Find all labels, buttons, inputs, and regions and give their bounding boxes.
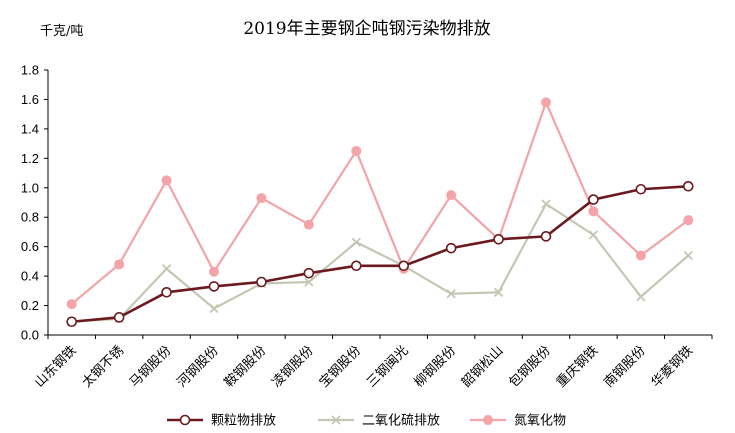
x-tick-label: 韶钢松山: [458, 343, 506, 391]
data-point: [256, 193, 267, 204]
legend-item-0: 颗粒物排放: [167, 414, 276, 429]
data-point: [588, 194, 599, 205]
legend-label: 氮氧化物: [514, 414, 566, 429]
legend-marker: [331, 415, 341, 425]
x-tick-label: 太钢不锈: [80, 343, 127, 390]
x-marker-stroke: [161, 264, 172, 274]
series-2: [66, 97, 694, 310]
y-tick-label: 0.6: [21, 239, 39, 254]
x-tick-label: 宝钢股份: [317, 343, 364, 390]
y-tick-label: 1.2: [21, 151, 39, 166]
data-point: [303, 219, 314, 230]
x-marker-stroke: [683, 250, 693, 261]
y-tick-label: 1.4: [21, 121, 39, 136]
data-point: [540, 231, 552, 242]
x-tick-label: 华菱钢铁: [649, 343, 696, 390]
data-point: [351, 237, 361, 247]
y-tick-label: 0.0: [21, 328, 39, 343]
legend-item-1: 二氧化硫排放: [318, 414, 440, 429]
x-marker-stroke: [541, 199, 551, 209]
data-point: [683, 215, 694, 226]
data-point: [493, 287, 504, 297]
data-point: [304, 277, 314, 287]
x-tick-label: 柳钢股份: [412, 343, 459, 390]
x-axis-ticks: 山东钢铁 太钢不锈 马钢股份 河钢股份 鞍钢股份 凌钢股份 宝钢股份 三钢闽光 柳钢股份 韶钢松山…: [32, 335, 713, 391]
legend-marker: [483, 415, 493, 425]
legend: 颗粒物排放 二氧化硫排放 氮氧化物: [167, 414, 566, 429]
data-point: [350, 260, 362, 272]
data-point: [351, 145, 362, 156]
data-point: [209, 303, 219, 314]
legend-marker: [179, 414, 191, 426]
data-point: [114, 259, 125, 270]
x-tick-label: 重庆钢铁: [553, 343, 601, 391]
axes: [47, 70, 712, 336]
y-axis-ticks: 0.0 0.2 0.4 0.6 0.8 1.0 1.2 1.4 1.6 1.8: [21, 63, 48, 343]
y-axis-unit: 千克/吨: [40, 24, 83, 39]
data-point: [446, 289, 456, 299]
data-point: [446, 190, 457, 201]
y-tick-label: 0.8: [21, 210, 39, 225]
x-tick-label: 南钢股份: [601, 343, 649, 391]
series-0: [66, 181, 694, 328]
data-point: [635, 250, 646, 261]
x-tick-label: 鞍钢股份: [221, 343, 269, 391]
x-tick-label: 包钢股份: [506, 343, 553, 390]
x-marker-stroke: [351, 237, 361, 247]
y-tick-label: 0.4: [21, 269, 39, 284]
data-point: [66, 316, 78, 328]
data-point: [541, 97, 551, 108]
data-point: [256, 276, 267, 288]
legend-label: 二氧化硫排放: [362, 414, 440, 429]
x-marker-stroke: [446, 289, 456, 299]
x-tick-label: 凌钢股份: [269, 343, 316, 390]
x-marker-stroke: [331, 415, 341, 425]
data-point: [541, 199, 551, 209]
legend-item-2: 氮氧化物: [470, 414, 566, 429]
series-layer: [66, 97, 694, 328]
data-point: [493, 234, 504, 245]
y-tick-label: 1.6: [21, 92, 39, 107]
x-tick-label: 马钢股份: [127, 343, 174, 390]
x-tick-label: 三钢闽光: [364, 343, 411, 390]
x-marker-stroke: [209, 303, 219, 314]
x-tick-label: 河钢股份: [174, 343, 221, 390]
data-point: [161, 287, 172, 298]
x-tick-label: 山东钢铁: [32, 343, 79, 390]
data-point: [445, 242, 457, 254]
data-point: [682, 181, 694, 192]
x-marker-stroke: [304, 277, 314, 287]
x-marker-stroke: [588, 230, 599, 240]
data-point: [683, 250, 693, 261]
series-line: [71, 202, 690, 323]
data-point: [208, 281, 220, 292]
series-line: [71, 185, 689, 324]
series-line: [71, 101, 689, 305]
x-marker-stroke: [493, 287, 504, 297]
data-point: [303, 267, 315, 279]
y-tick-label: 1.0: [21, 180, 39, 195]
legend-label: 颗粒物排放: [211, 414, 276, 429]
data-point: [588, 230, 599, 240]
data-point: [161, 264, 172, 274]
x-marker-stroke: [636, 292, 646, 302]
data-point: [636, 292, 646, 302]
data-point: [66, 299, 77, 310]
y-tick-label: 1.8: [21, 63, 39, 78]
data-point: [161, 175, 172, 186]
series-1: [67, 199, 693, 327]
chart-title: 2019年主要钢企吨钢污染物排放: [243, 19, 490, 39]
y-tick-label: 0.2: [21, 298, 39, 313]
data-point: [209, 266, 219, 277]
data-point: [635, 183, 647, 195]
data-point: [113, 312, 125, 323]
data-point: [588, 206, 599, 217]
data-point: [398, 260, 410, 272]
